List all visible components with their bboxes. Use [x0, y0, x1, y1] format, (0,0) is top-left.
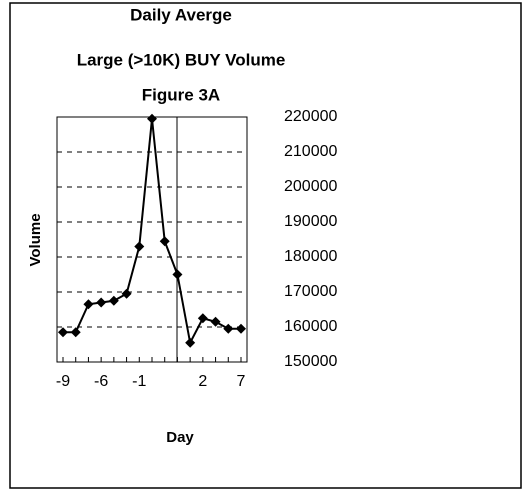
- marker: [96, 297, 107, 308]
- y-tick-label: 200000: [284, 178, 337, 195]
- marker: [58, 327, 68, 338]
- marker: [172, 269, 183, 280]
- y-tick-label: 180000: [284, 248, 337, 265]
- frame: [9, 2, 522, 489]
- y-tick-label: 150000: [284, 353, 337, 370]
- x-tick-label: -9: [56, 373, 70, 390]
- plot-area: [56, 116, 248, 363]
- chart-title: Figure 3A: [142, 85, 220, 104]
- marker: [108, 295, 119, 306]
- marker: [197, 313, 208, 324]
- x-tick-label: -6: [94, 373, 108, 390]
- x-axis-title: Day: [166, 429, 194, 446]
- y-axis-title: Volume: [27, 213, 44, 266]
- marker: [185, 337, 196, 348]
- marker: [70, 327, 81, 338]
- marker: [159, 236, 170, 247]
- chart-title: Large (>10K) BUY Volume: [77, 50, 286, 69]
- y-tick-label: 160000: [284, 318, 337, 335]
- y-tick-label: 210000: [284, 143, 337, 160]
- marker: [83, 299, 94, 310]
- marker: [210, 316, 221, 327]
- marker: [223, 323, 234, 334]
- marker: [134, 241, 145, 252]
- x-tick-label: -1: [132, 373, 146, 390]
- marker: [121, 288, 132, 299]
- y-tick-label: 220000: [284, 108, 337, 125]
- x-tick-label: 7: [237, 373, 246, 390]
- y-tick-label: 170000: [284, 283, 337, 300]
- marker: [147, 113, 157, 124]
- x-tick-label: 2: [198, 373, 207, 390]
- y-tick-label: 190000: [284, 213, 337, 230]
- marker: [236, 323, 246, 334]
- chart-title: Daily Averge: [130, 5, 232, 24]
